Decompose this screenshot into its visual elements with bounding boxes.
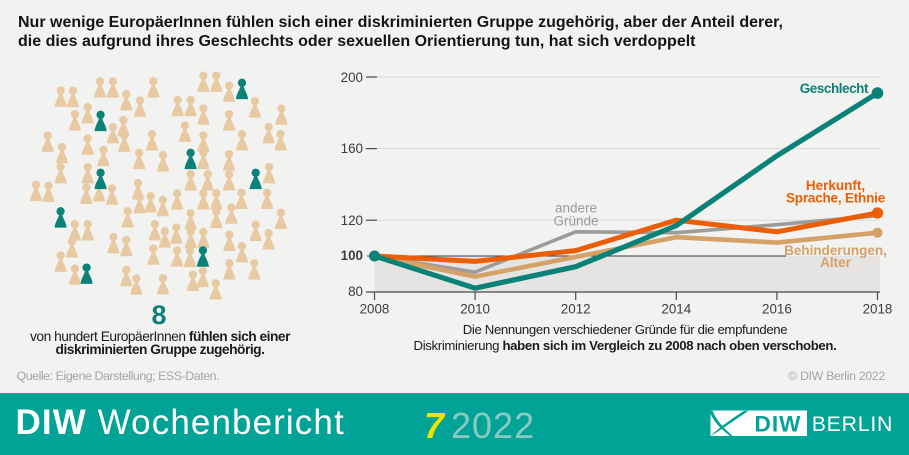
- svg-text:2014: 2014: [661, 302, 691, 317]
- svg-text:Geschlecht: Geschlecht: [800, 81, 869, 96]
- svg-text:2016: 2016: [762, 302, 792, 317]
- svg-text:2018: 2018: [863, 302, 893, 317]
- svg-text:120: 120: [341, 213, 363, 228]
- svg-text:160: 160: [341, 141, 363, 156]
- svg-text:2010: 2010: [460, 302, 490, 317]
- svg-text:DIW: DIW: [755, 411, 802, 436]
- svg-text:Alter: Alter: [820, 255, 852, 270]
- svg-text:2012: 2012: [561, 302, 591, 317]
- svg-text:200: 200: [341, 70, 363, 85]
- svg-text:Herkunft,: Herkunft,: [806, 178, 865, 193]
- svg-text:Gründe: Gründe: [553, 213, 598, 228]
- svg-text:BERLIN: BERLIN: [812, 412, 894, 436]
- svg-text:100: 100: [341, 248, 363, 263]
- svg-text:80: 80: [348, 284, 363, 299]
- svg-text:Behinderungen,: Behinderungen,: [784, 243, 887, 258]
- svg-text:Sprache, Ethnie: Sprache, Ethnie: [786, 191, 886, 206]
- svg-text:2008: 2008: [360, 302, 390, 317]
- svg-text:andere: andere: [555, 201, 597, 216]
